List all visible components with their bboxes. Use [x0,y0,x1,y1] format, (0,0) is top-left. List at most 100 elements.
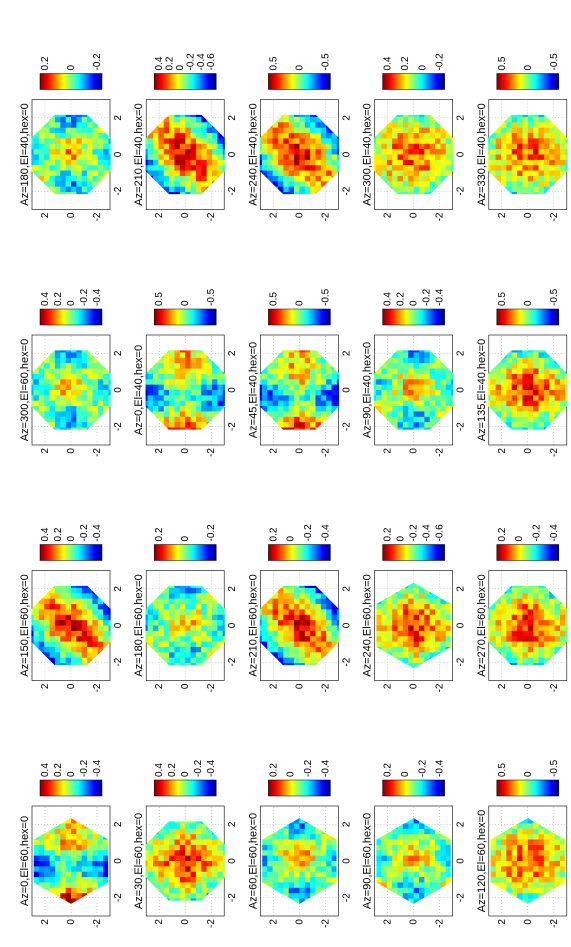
heatmap-cell [560,614,566,620]
heatmap-cell [180,165,186,171]
x-tick-label: 2 [341,586,352,592]
heatmap-cell [533,368,539,374]
heatmap-cell [408,614,414,620]
heatmap-cell [50,368,56,374]
heatmap-cell [87,871,93,877]
heatmap-cell [180,828,186,834]
heatmap-cell [408,844,414,850]
colorbar-tick-label: 0.2 [268,527,279,541]
heatmap-cell [185,175,191,181]
heatmap-cell [528,828,534,834]
heatmap-cell [522,893,528,899]
heatmap-cell [424,357,430,363]
heatmap-cell [403,620,409,626]
heatmap-cell [60,646,66,652]
heatmap-cell [419,604,425,610]
heatmap-cell [549,395,555,401]
heatmap-cell [381,871,387,877]
heatmap-cell [387,395,393,401]
heatmap-cell [376,614,382,620]
heatmap-cell [87,646,93,652]
heatmap-cell [164,882,170,888]
colorbar-tick-label: -0.2 [185,53,196,71]
colorbar-tick-label: 0 [180,771,191,777]
heatmap-cell [549,411,555,417]
heatmap-cell [273,636,279,642]
heatmap-cell [217,373,223,379]
heatmap-cell [332,165,338,171]
heatmap-cell [164,604,170,610]
heatmap-cell [408,390,414,396]
colorbar-tick-label: 0.2 [268,763,279,777]
heatmap-cell [392,604,398,610]
heatmap-cell [180,593,186,599]
heatmap-cell [490,620,496,626]
heatmap-cell [82,143,88,149]
heatmap-cell [185,154,191,160]
heatmap-cell [321,373,327,379]
heatmap-cell [92,149,98,155]
heatmap-cell [408,652,414,658]
heatmap-cell [158,871,164,877]
colorbar-tick-label: 0.2 [167,763,178,777]
heatmap-cell [408,866,414,872]
heatmap-cell [76,609,82,615]
heatmap-cell [273,646,279,652]
heatmap-cell [33,400,39,406]
heatmap-cell [158,384,164,390]
heatmap-cell [533,834,539,840]
heatmap-cell [55,186,61,192]
heatmap-cell [408,352,414,358]
heatmap-cell [414,887,420,893]
heatmap-cell [289,598,295,604]
heatmap-cell [403,893,409,899]
heatmap-cell [305,390,311,396]
heatmap-cell [283,133,289,139]
heatmap-cell [549,630,555,636]
heatmap-cell [289,406,295,412]
heatmap-cell [435,384,441,390]
heatmap-cell [490,614,496,620]
heatmap-cell [419,871,425,877]
heatmap-cell [310,400,316,406]
heatmap-cell [158,379,164,385]
heatmap-cell [315,138,321,144]
heatmap-cell [66,357,72,363]
heatmap-cell [533,379,539,385]
heatmap-cell [44,871,50,877]
heatmap-cell [299,657,305,663]
heatmap-cell [496,620,502,626]
heatmap-cell [212,143,218,149]
heatmap-cell [294,866,300,872]
heatmap-cell [294,609,300,615]
heatmap-cell [278,625,284,631]
heatmap-cell [294,887,300,893]
heatmap-cell [512,422,518,428]
x-tick-label: -2 [113,893,124,902]
heatmap-cell [223,871,229,877]
heatmap-cell [337,609,343,615]
heatmap-cell [539,593,545,599]
heatmap-cell [496,604,502,610]
heatmap-cell [555,641,561,647]
heatmap-cell [430,636,436,642]
heatmap-cell [544,609,550,615]
heatmap-cell [387,400,393,406]
heatmap-cell [376,390,382,396]
heatmap-cell [424,373,430,379]
heatmap-cell [201,625,207,631]
heatmap-cell [76,614,82,620]
heatmap-cell [50,630,56,636]
heatmap-cell [55,620,61,626]
heatmap-cell [158,614,164,620]
heatmap-cell [60,143,66,149]
x-tick-label: -2 [341,422,352,431]
heatmap-cell [522,630,528,636]
heatmap-cell [196,116,202,122]
heatmap-cell [435,839,441,845]
heatmap-cell [512,620,518,626]
heatmap-cell [262,839,268,845]
heatmap-cell [332,149,338,155]
heatmap-cell [196,893,202,899]
heatmap-cell [158,641,164,647]
